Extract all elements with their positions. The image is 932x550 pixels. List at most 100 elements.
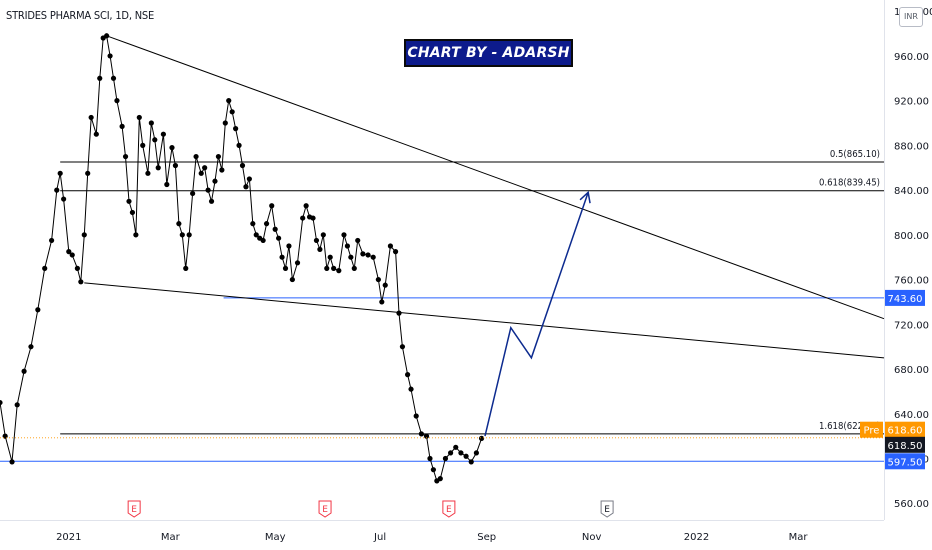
price-point <box>387 243 394 249</box>
price-point <box>9 459 15 465</box>
price-point <box>250 221 256 227</box>
y-tick-label: 640.00 <box>894 410 929 421</box>
price-point <box>215 153 222 160</box>
price-point <box>382 282 388 288</box>
price-point <box>155 165 161 171</box>
price-point <box>286 243 292 249</box>
price-point <box>463 453 469 459</box>
price-point <box>172 162 179 169</box>
price-point <box>21 368 27 374</box>
price-point <box>145 170 151 176</box>
price-point <box>229 109 235 115</box>
price-point <box>61 196 67 202</box>
price-point <box>136 114 142 121</box>
price-point <box>327 254 333 260</box>
lower-trendline <box>84 282 885 359</box>
chart-credit-banner: CHART BY - ADARSH DEY <box>404 39 573 85</box>
price-point <box>42 265 48 271</box>
price-point <box>408 386 414 392</box>
earnings-marker-label: E <box>131 505 137 515</box>
price-point <box>243 184 249 190</box>
earnings-marker-label: E <box>446 505 452 515</box>
price-point <box>97 75 103 81</box>
price-point <box>430 467 437 473</box>
price-point <box>57 170 63 176</box>
price-point <box>324 265 330 271</box>
y-tick-label: 760.00 <box>894 276 929 287</box>
price-point <box>392 249 399 255</box>
price-point <box>74 265 80 271</box>
price-point <box>202 165 208 171</box>
price-point <box>427 455 433 462</box>
price-point <box>190 190 196 197</box>
price-point <box>303 203 309 209</box>
price-point <box>85 170 91 176</box>
price-point <box>405 372 411 378</box>
price-point <box>169 145 175 151</box>
earnings-marker <box>127 500 141 518</box>
price-point <box>320 232 326 238</box>
price-point <box>119 123 125 129</box>
price-point <box>437 476 443 482</box>
price-point <box>208 198 215 204</box>
pre-market-tag <box>860 421 883 438</box>
x-tick-label: Mar <box>789 532 809 543</box>
price-point <box>219 167 225 173</box>
earnings-marker-label: E <box>604 505 610 515</box>
price-point <box>35 307 41 313</box>
x-tick-label: Nov <box>582 532 602 543</box>
y-tick-label: 680.00 <box>894 365 929 376</box>
price-point <box>81 232 87 238</box>
x-tick-label: 2021 <box>56 532 81 543</box>
x-tick-label: 2022 <box>684 532 709 543</box>
price-point <box>478 435 485 441</box>
price-point <box>413 413 419 419</box>
price-point <box>69 252 75 258</box>
price-line <box>0 34 483 482</box>
price-point <box>164 181 170 188</box>
price-point <box>442 455 449 462</box>
price-point <box>88 114 94 121</box>
price-point <box>129 209 136 216</box>
level-axis-label: 743.60 <box>888 294 923 305</box>
price-point <box>344 243 351 249</box>
earnings-marker <box>600 500 614 518</box>
price-point <box>317 246 323 252</box>
last-price-tag <box>885 436 925 453</box>
price-point <box>205 187 211 193</box>
price-point <box>269 203 275 209</box>
price-point <box>336 268 342 274</box>
price-point <box>289 276 295 283</box>
price-point <box>370 254 376 260</box>
price-point <box>447 450 454 456</box>
price-point <box>423 433 430 439</box>
price-point <box>93 131 99 137</box>
price-point <box>279 254 285 260</box>
price-point <box>110 75 117 81</box>
x-tick-label: Jul <box>373 532 386 543</box>
last-price-label: 618.50 <box>888 441 923 452</box>
y-tick-label: 840.00 <box>894 186 929 197</box>
price-point <box>458 450 464 456</box>
y-tick-label: 960.00 <box>894 52 929 63</box>
earnings-marker-label: E <box>322 505 328 515</box>
earnings-marker <box>318 500 332 518</box>
price-point <box>179 232 185 238</box>
price-point <box>360 251 366 257</box>
price-point <box>233 126 239 132</box>
projection-path <box>484 192 589 437</box>
fib-level-label: 0.618(839.45) <box>819 178 880 189</box>
price-point <box>396 310 402 316</box>
price-point <box>282 265 289 271</box>
price-point <box>348 254 354 260</box>
currency-badge[interactable]: INR <box>899 7 923 27</box>
level-axis-tag <box>885 453 925 470</box>
price-point <box>212 178 218 184</box>
price-point <box>379 299 385 305</box>
price-point <box>418 431 424 437</box>
price-point <box>114 98 120 104</box>
price-point <box>313 237 320 244</box>
price-point <box>294 260 301 266</box>
